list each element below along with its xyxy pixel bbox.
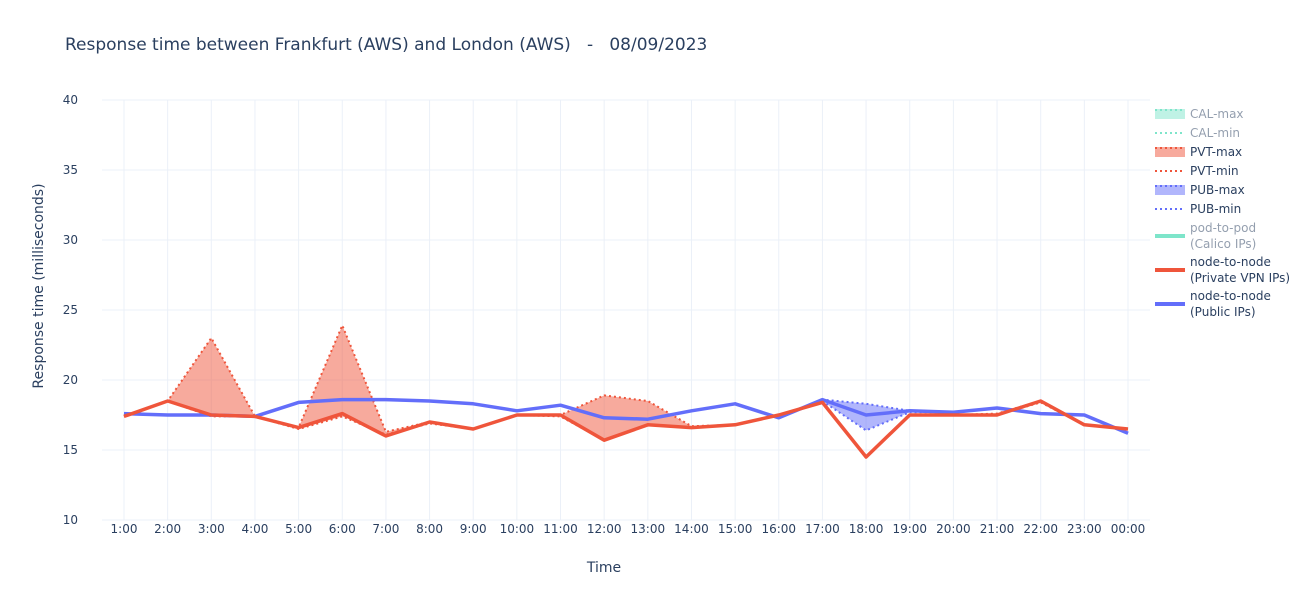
y-tick-label: 20	[63, 373, 78, 387]
series-line-public	[123, 397, 1129, 435]
grid	[102, 99, 1150, 521]
x-tick-label: 22:00	[1023, 522, 1058, 536]
y-axis-title: Response time (milliseconds)	[31, 183, 47, 388]
range-bands	[123, 322, 1129, 459]
x-tick-label: 19:00	[892, 522, 927, 536]
x-tick-label: 8:00	[416, 522, 443, 536]
x-tick-label: 9:00	[460, 522, 487, 536]
legend-label: PUB-min	[1190, 202, 1241, 216]
legend-label: PVT-min	[1190, 164, 1239, 178]
legend-label: (Calico IPs)	[1190, 237, 1256, 251]
chart-title: Response time between Frankfurt (AWS) an…	[65, 35, 707, 55]
x-tick-label: 00:00	[1111, 522, 1146, 536]
series-line-private	[123, 399, 1129, 459]
legend-item[interactable]: node-to-node (Private VPN IPs)	[1155, 255, 1290, 285]
legend-item[interactable]: node-to-node (Public IPs)	[1155, 289, 1271, 319]
x-tick-label: 11:00	[543, 522, 578, 536]
legend-label: PUB-max	[1190, 183, 1245, 197]
x-tick-label: 2:00	[154, 522, 181, 536]
legend-item[interactable]: PUB-min	[1155, 202, 1241, 216]
x-tick-label: 6:00	[329, 522, 356, 536]
legend-swatch	[1155, 109, 1185, 119]
series-lines	[123, 397, 1129, 459]
legend-label: pod-to-pod	[1190, 221, 1256, 235]
legend[interactable]: CAL-max CAL-min PVT-max PVT-min PUB-max PUB-m…	[1155, 107, 1290, 319]
x-tick-label: 16:00	[761, 522, 796, 536]
legend-swatch	[1155, 147, 1185, 157]
x-tick-label: 13:00	[631, 522, 666, 536]
pvt-band-area	[124, 325, 1128, 457]
legend-label: CAL-min	[1190, 126, 1240, 140]
y-tick-label: 15	[63, 443, 78, 457]
legend-item[interactable]: PUB-max	[1155, 183, 1245, 197]
x-tick-label: 21:00	[980, 522, 1015, 536]
x-tick-label: 3:00	[198, 522, 225, 536]
y-tick-label: 10	[63, 513, 78, 527]
x-tick-label: 23:00	[1067, 522, 1102, 536]
legend-item[interactable]: PVT-max	[1155, 145, 1242, 159]
legend-label: (Private VPN IPs)	[1190, 271, 1290, 285]
x-tick-label: 14:00	[674, 522, 709, 536]
x-tick-label: 12:00	[587, 522, 622, 536]
x-tick-label: 20:00	[936, 522, 971, 536]
y-tick-label: 40	[63, 93, 78, 107]
y-tick-label: 35	[63, 163, 78, 177]
y-axis-ticks: 10 15 20 25 30 35 40	[63, 93, 78, 527]
legend-label: PVT-max	[1190, 145, 1242, 159]
legend-item[interactable]: pod-to-pod (Calico IPs)	[1155, 221, 1256, 251]
x-tick-label: 4:00	[241, 522, 268, 536]
x-tick-label: 17:00	[805, 522, 840, 536]
y-tick-label: 30	[63, 233, 78, 247]
x-tick-label: 5:00	[285, 522, 312, 536]
y-tick-label: 25	[63, 303, 78, 317]
x-axis-title: Time	[586, 560, 621, 576]
x-axis-ticks: 1:00 2:00 3:00 4:00 5:00 6:00 7:00 8:00 9:00 10:0…	[111, 522, 1146, 536]
x-tick-label: 15:00	[718, 522, 753, 536]
x-tick-label: 18:00	[849, 522, 884, 536]
legend-item[interactable]: CAL-max	[1155, 107, 1244, 121]
legend-label: node-to-node	[1190, 289, 1271, 303]
legend-item[interactable]: CAL-min	[1155, 126, 1240, 140]
legend-label: node-to-node	[1190, 255, 1271, 269]
legend-swatch	[1155, 185, 1185, 195]
x-tick-label: 1:00	[111, 522, 138, 536]
legend-label: (Public IPs)	[1190, 305, 1256, 319]
pvt-max-line	[123, 322, 1129, 459]
legend-label: CAL-max	[1190, 107, 1244, 121]
x-tick-label: 10:00	[500, 522, 535, 536]
legend-item[interactable]: PVT-min	[1155, 164, 1239, 178]
x-tick-label: 7:00	[372, 522, 399, 536]
